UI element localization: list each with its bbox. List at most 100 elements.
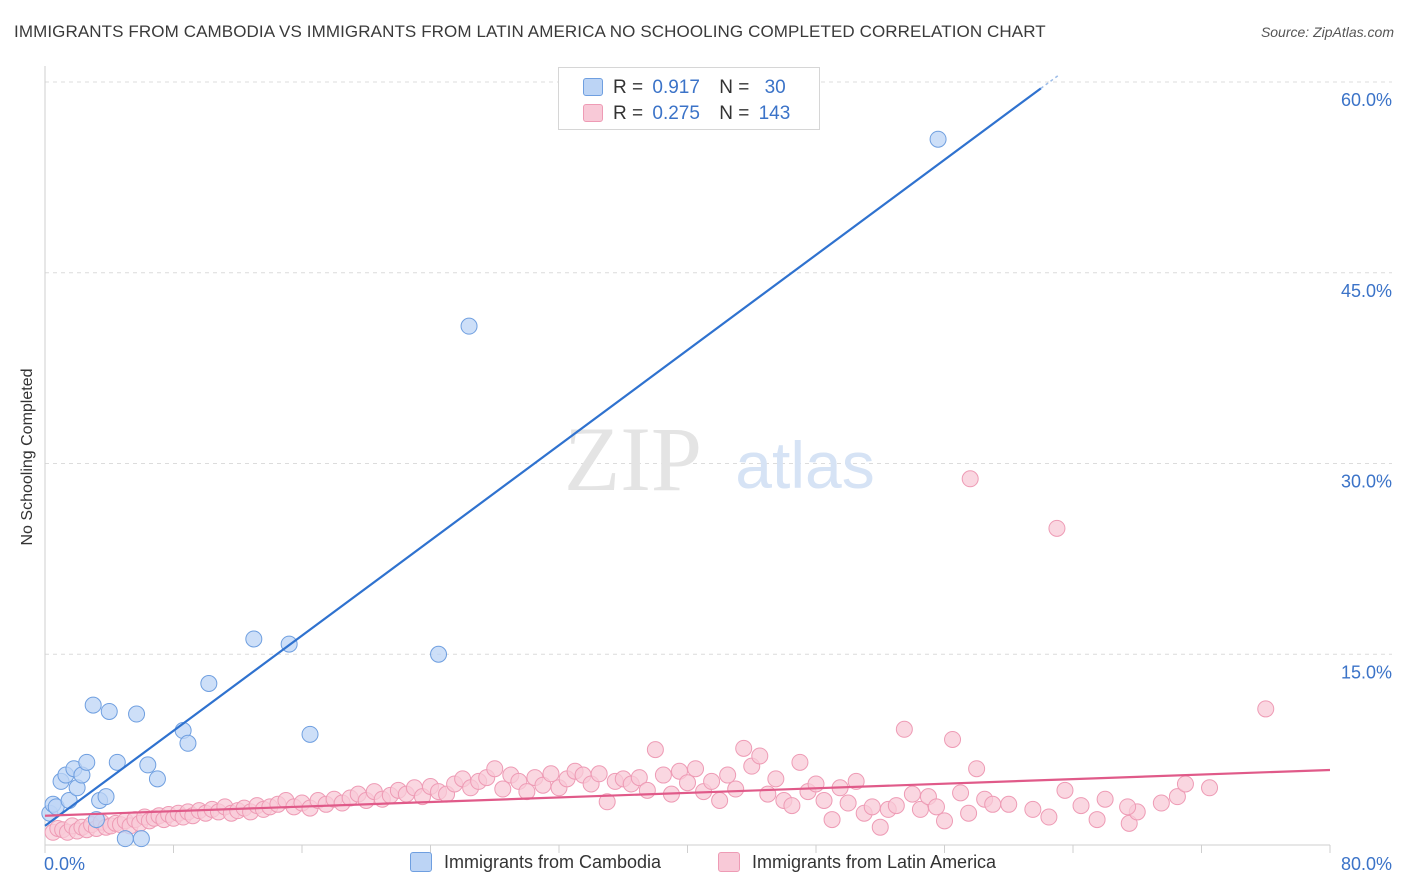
point-latin-america-83 — [598, 793, 616, 811]
y-tick-label-2: 45.0% — [1341, 281, 1392, 301]
source-note: Source: ZipAtlas.com — [1260, 24, 1394, 40]
point-latin-america-100 — [735, 739, 753, 757]
legend-swatch-latin-america — [583, 104, 603, 122]
point-latin-america-106 — [783, 797, 801, 815]
point-latin-america-135 — [1048, 519, 1066, 537]
point-latin-america-97 — [711, 791, 729, 809]
watermark-zip: ZIP — [564, 408, 702, 510]
point-latin-america-117 — [871, 818, 889, 836]
point-latin-america-137 — [1072, 797, 1090, 815]
watermark: ZIP atlas — [564, 408, 875, 510]
point-latin-america-133 — [1024, 800, 1042, 818]
point-latin-america-113 — [839, 794, 857, 812]
legend-n-label: N = — [719, 103, 750, 124]
point-cambodia-17 — [128, 705, 146, 723]
point-cambodia-26 — [301, 725, 319, 743]
point-latin-america-87 — [630, 769, 648, 787]
point-latin-america-94 — [687, 760, 705, 778]
point-cambodia-16 — [116, 830, 134, 848]
point-latin-america-93 — [679, 774, 696, 792]
point-latin-america-116 — [863, 798, 881, 816]
series-label-latin-america: Immigrants from Latin America — [752, 852, 997, 872]
trend-line-latin-america — [44, 768, 1331, 817]
point-latin-america-76 — [542, 765, 560, 783]
point-latin-america-147 — [1119, 798, 1137, 816]
point-latin-america-131 — [984, 795, 1002, 813]
point-latin-america-136 — [1056, 781, 1074, 799]
point-cambodia-9 — [78, 753, 96, 771]
point-latin-america-127 — [952, 784, 970, 802]
point-latin-america-129 — [968, 760, 986, 778]
point-latin-america-73 — [518, 783, 536, 801]
point-latin-america-121 — [903, 785, 921, 803]
point-latin-america-139 — [1096, 790, 1114, 808]
legend-n-value-latin-america: 143 — [758, 103, 791, 124]
x-tick-label-1: 80.0% — [1341, 854, 1392, 874]
point-latin-america-82 — [590, 765, 608, 783]
y-tick-label-0: 15.0% — [1341, 662, 1392, 682]
series-label-cambodia: Immigrants from Cambodia — [444, 852, 662, 872]
point-latin-america-103 — [759, 785, 777, 803]
point-cambodia-19 — [139, 756, 157, 774]
point-latin-america-126 — [944, 730, 962, 748]
point-latin-america-120 — [895, 720, 913, 738]
y-tick-label-1: 30.0% — [1341, 472, 1392, 492]
legend-r-label: R = — [613, 77, 644, 98]
point-latin-america-142 — [1152, 794, 1170, 812]
chart-title: IMMIGRANTS FROM CAMBODIA VS IMMIGRANTS F… — [14, 22, 1046, 41]
x-tick-label-0: 0.0% — [44, 854, 85, 874]
point-latin-america-148 — [961, 470, 979, 488]
point-latin-america-125 — [936, 812, 953, 830]
y-axis-label: No Schooling Completed — [19, 368, 36, 546]
point-latin-america-70 — [494, 780, 512, 798]
point-latin-america-146 — [1257, 700, 1275, 718]
point-latin-america-111 — [823, 811, 841, 829]
point-latin-america-132 — [1000, 795, 1018, 813]
point-latin-america-99 — [727, 780, 745, 798]
point-cambodia-20 — [148, 770, 166, 788]
legend-n-label: N = — [719, 77, 750, 98]
point-cambodia-28 — [460, 317, 478, 335]
point-latin-america-98 — [719, 766, 737, 784]
tick-labels: 15.0% 30.0% 45.0% 60.0% 0.0% 80.0% — [44, 90, 1392, 874]
point-cambodia-18 — [132, 830, 150, 848]
legend-r-value-latin-america: 0.275 — [652, 103, 700, 124]
grid-lines — [45, 81, 1392, 655]
series-legend-latin-america: Immigrants from Latin America — [718, 852, 996, 873]
point-latin-america-143 — [1168, 788, 1186, 806]
point-latin-america-69 — [486, 760, 504, 778]
data-points — [41, 130, 1275, 848]
legend-r-label: R = — [613, 103, 644, 124]
point-cambodia-27 — [430, 645, 448, 663]
legend-r-value-cambodia: 0.917 — [652, 77, 700, 98]
point-latin-america-145 — [1201, 779, 1219, 797]
trend-line-cambodia — [44, 87, 1042, 827]
legend-n-value-cambodia: 30 — [764, 77, 786, 98]
point-latin-america-88 — [638, 781, 656, 799]
correlation-legend: R = 0.917 N = 30 R = 0.275 N = 143 — [558, 67, 820, 130]
point-latin-america-144 — [1176, 775, 1194, 793]
point-latin-america-119 — [887, 797, 905, 815]
legend-row-cambodia: R = 0.917 N = 30 — [583, 77, 786, 101]
y-tick-label-3: 60.0% — [1341, 90, 1392, 110]
point-cambodia-14 — [100, 702, 118, 720]
point-latin-america-138 — [1088, 811, 1106, 829]
point-latin-america-110 — [815, 791, 833, 809]
point-cambodia-11 — [87, 811, 105, 829]
point-cambodia-29 — [929, 130, 947, 148]
trend-extension-cambodia — [1040, 73, 1061, 89]
point-latin-america-128 — [960, 804, 978, 822]
point-latin-america-124 — [927, 798, 945, 816]
point-latin-america-107 — [791, 753, 809, 771]
legend-row-latin-america: R = 0.275 N = 143 — [583, 103, 790, 127]
point-latin-america-90 — [654, 766, 672, 784]
point-cambodia-23 — [200, 674, 218, 692]
point-cambodia-15 — [108, 753, 126, 771]
point-cambodia-10 — [84, 696, 102, 714]
series-legend-cambodia: Immigrants from Cambodia — [410, 852, 661, 873]
point-latin-america-114 — [847, 772, 865, 790]
point-latin-america-134 — [1040, 808, 1058, 826]
trend-lines — [44, 73, 1331, 827]
point-latin-america-96 — [703, 772, 721, 790]
